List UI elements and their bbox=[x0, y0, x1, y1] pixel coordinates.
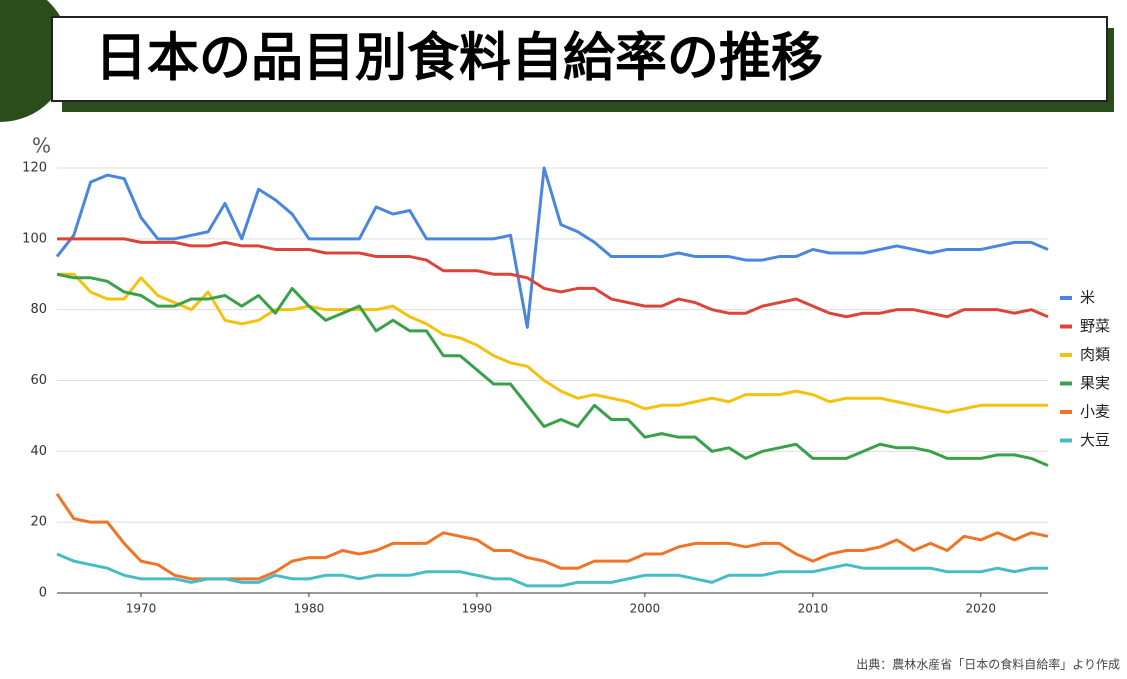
series-line bbox=[57, 237, 1049, 319]
y-tick-label: 100 bbox=[22, 231, 47, 246]
source: 出典：農林水産省「日本の食料自給率」より作成 bbox=[856, 657, 1120, 672]
y-tick-label: 40 bbox=[30, 444, 47, 459]
series-line bbox=[55, 166, 1049, 329]
legend-label: 小麦 bbox=[1080, 403, 1110, 421]
x-tick-label: 2000 bbox=[630, 602, 661, 616]
legend-label: 米 bbox=[1080, 289, 1095, 307]
x-tick-label: 1980 bbox=[294, 602, 325, 616]
series-line bbox=[56, 272, 1049, 467]
legend-label: 果実 bbox=[1080, 374, 1110, 392]
x-tick-label: 2010 bbox=[798, 602, 829, 616]
x-tick-label: 1970 bbox=[126, 602, 157, 616]
series-line bbox=[55, 492, 1049, 581]
legend-label: 大豆 bbox=[1080, 431, 1110, 449]
y-tick-label: 0 bbox=[39, 586, 47, 601]
series-line bbox=[57, 272, 1048, 414]
y-tick-label: 80 bbox=[30, 302, 47, 317]
x-tick-label: 1990 bbox=[462, 602, 493, 616]
title-box bbox=[51, 16, 1108, 102]
series-line bbox=[56, 552, 1048, 588]
chart-title: 日本の品目別食料自給率の推移 bbox=[95, 28, 823, 89]
y-tick-label: 60 bbox=[30, 373, 47, 388]
legend-label: 野菜 bbox=[1080, 317, 1110, 335]
y-tick-label: 20 bbox=[30, 515, 47, 530]
x-tick-label: 2020 bbox=[966, 602, 997, 616]
y-axis-label: % bbox=[32, 134, 51, 158]
legend-label: 肉類 bbox=[1080, 346, 1110, 364]
y-tick-label: 120 bbox=[22, 161, 47, 176]
